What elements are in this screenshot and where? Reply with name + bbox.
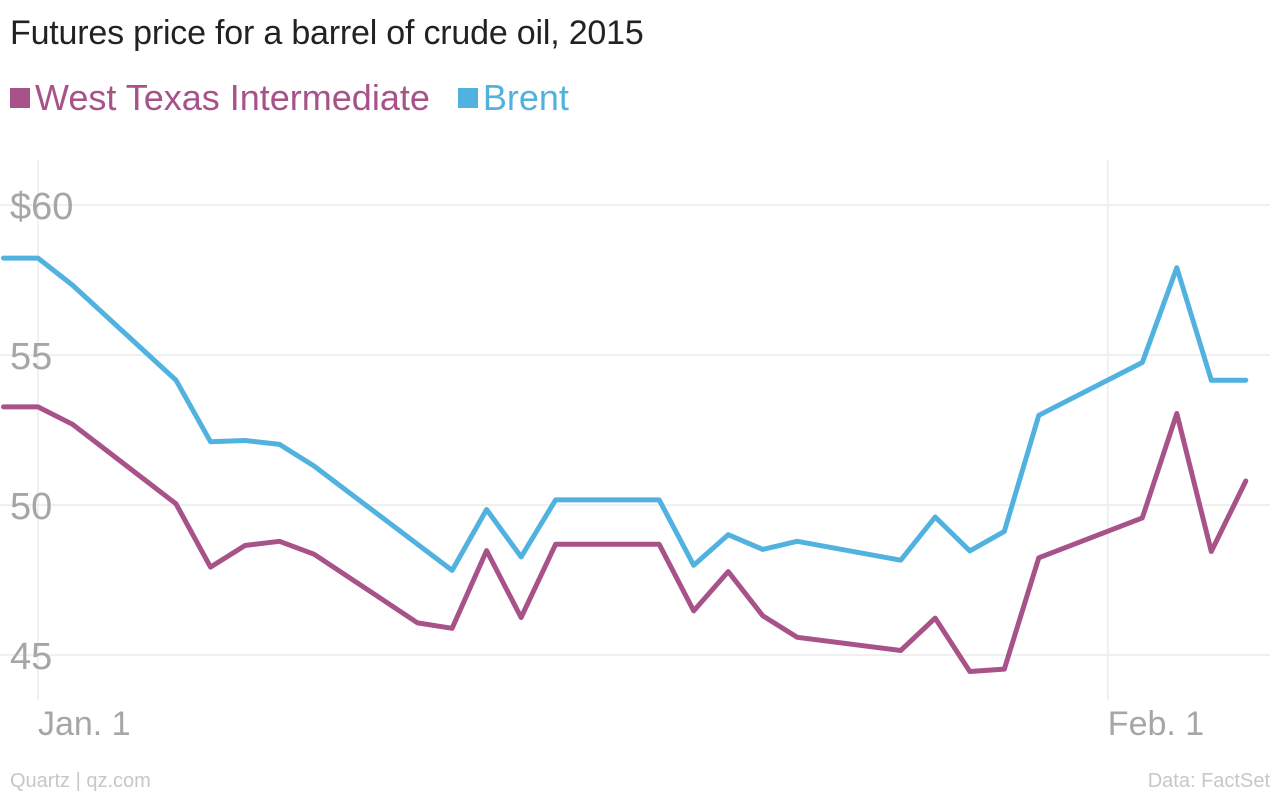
axis-labels: 45 50 55 $60 Jan. 1 Feb. 1 <box>10 186 1204 743</box>
x-tick-label-1: Feb. 1 <box>1108 705 1204 743</box>
y-tick-label-50: 50 <box>10 486 52 528</box>
legend: West Texas Intermediate Brent <box>10 76 597 120</box>
data-source: Data: FactSet <box>1147 770 1270 792</box>
series-lines <box>1 255 1249 674</box>
y-tick-label-60: $60 <box>10 186 73 228</box>
series-line-wti <box>1 404 1249 674</box>
chart-title: Futures price for a barrel of crude oil,… <box>10 14 644 52</box>
x-tick-label-0: Jan. 1 <box>38 705 131 743</box>
y-tick-label-55: 55 <box>10 336 52 378</box>
grid <box>0 160 1270 700</box>
legend-label-brent: Brent <box>482 77 569 118</box>
series-line-brent <box>1 255 1249 573</box>
legend-item-brent: Brent <box>457 77 569 119</box>
legend-item-wti: West Texas Intermediate <box>10 77 430 119</box>
legend-label-wti: West Texas Intermediate <box>35 77 430 118</box>
source-credit: Quartz | qz.com <box>10 770 151 792</box>
y-tick-label-45: 45 <box>10 636 52 678</box>
legend-swatch-brent <box>457 88 478 108</box>
legend-swatch-wti <box>10 88 30 108</box>
